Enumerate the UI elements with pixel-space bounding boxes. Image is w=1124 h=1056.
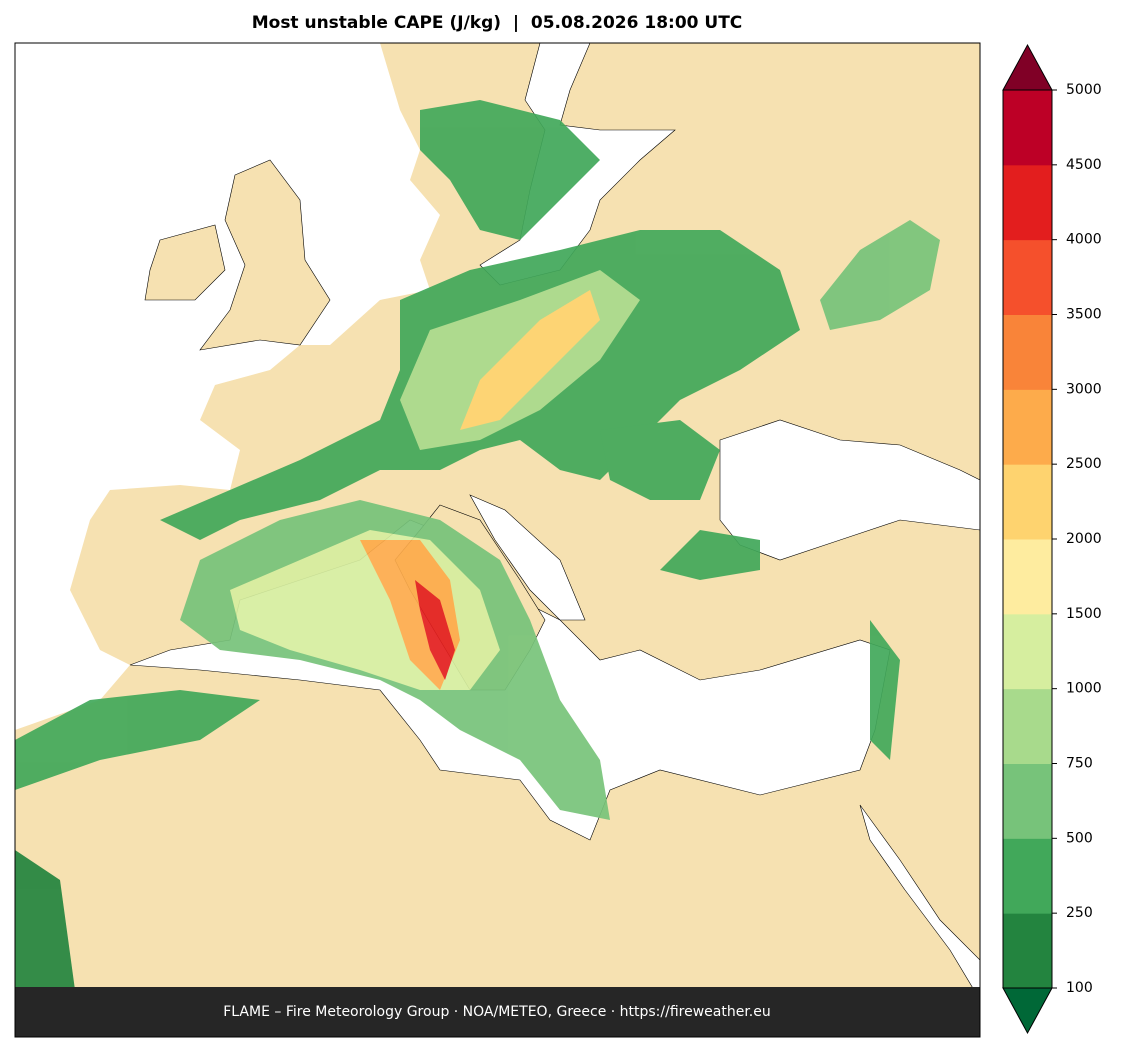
sea: [15, 43, 470, 730]
colorbar-tick-label: 750: [1066, 756, 1093, 772]
colorbar-tick-label: 3000: [1066, 381, 1102, 397]
colorbar-bin: [1003, 539, 1052, 615]
colorbar-bin: [1003, 314, 1052, 390]
sea: [469, 494, 586, 621]
colorbar-tick-label: 1500: [1066, 606, 1102, 622]
cape-area: [870, 620, 900, 760]
colorbar: 100 250 500 750 1000 1500 2000 2500 3000 3500 4000…: [1002, 43, 1102, 1035]
colorbar-bin: [1003, 613, 1052, 690]
colorbar-tick-label: 5000: [1066, 82, 1102, 98]
colorbar-tick-label: 500: [1066, 830, 1093, 846]
colorbar-bin: [1003, 90, 1052, 166]
colorbar-tick-label: 100: [1066, 980, 1093, 996]
land: [144, 224, 226, 301]
cape-field: [15, 100, 940, 990]
cape-area: [660, 530, 760, 580]
colorbar-over: [1002, 43, 1053, 91]
colorbar-bin: [1003, 838, 1052, 914]
colorbar-tick-label: 2000: [1066, 531, 1102, 547]
sea: [859, 804, 980, 1001]
colorbar-bin: [1003, 389, 1052, 465]
cape-area: [600, 420, 720, 500]
map-frame: [14, 42, 981, 1038]
colorbar-tick-label: 3500: [1066, 307, 1102, 323]
colorbar-tick-label: 4500: [1066, 157, 1102, 173]
footer-bar: [15, 987, 980, 1037]
cape-area: [415, 580, 455, 680]
colorbar-tick-label: 4000: [1066, 232, 1102, 248]
colorbar-under: [1002, 987, 1053, 1035]
colorbar-bin: [1003, 464, 1052, 540]
cape-area: [15, 850, 75, 990]
cape-area: [820, 220, 940, 330]
cape-area: [460, 290, 600, 430]
footer-text: FLAME – Fire Meteorology Group · NOA/MET…: [223, 1004, 771, 1020]
map: FLAME – Fire Meteorology Group · NOA/MET…: [14, 42, 981, 1038]
cape-area: [420, 100, 600, 240]
colorbar-bin: [1003, 763, 1052, 839]
colorbar-bin: [1003, 688, 1052, 764]
land: [199, 159, 331, 351]
map-title: Most unstable CAPE (J/kg) | 05.08.2026 1…: [252, 13, 743, 33]
colorbar-tick-label: 1000: [1066, 681, 1102, 697]
colorbar-bin: [1003, 164, 1052, 241]
colorbar-bin: [1003, 239, 1052, 315]
colorbar-tick-label: 2500: [1066, 456, 1102, 472]
colorbar-tick-label: 250: [1066, 905, 1093, 921]
cape-area: [15, 690, 260, 790]
colorbar-bin: [1003, 913, 1052, 989]
